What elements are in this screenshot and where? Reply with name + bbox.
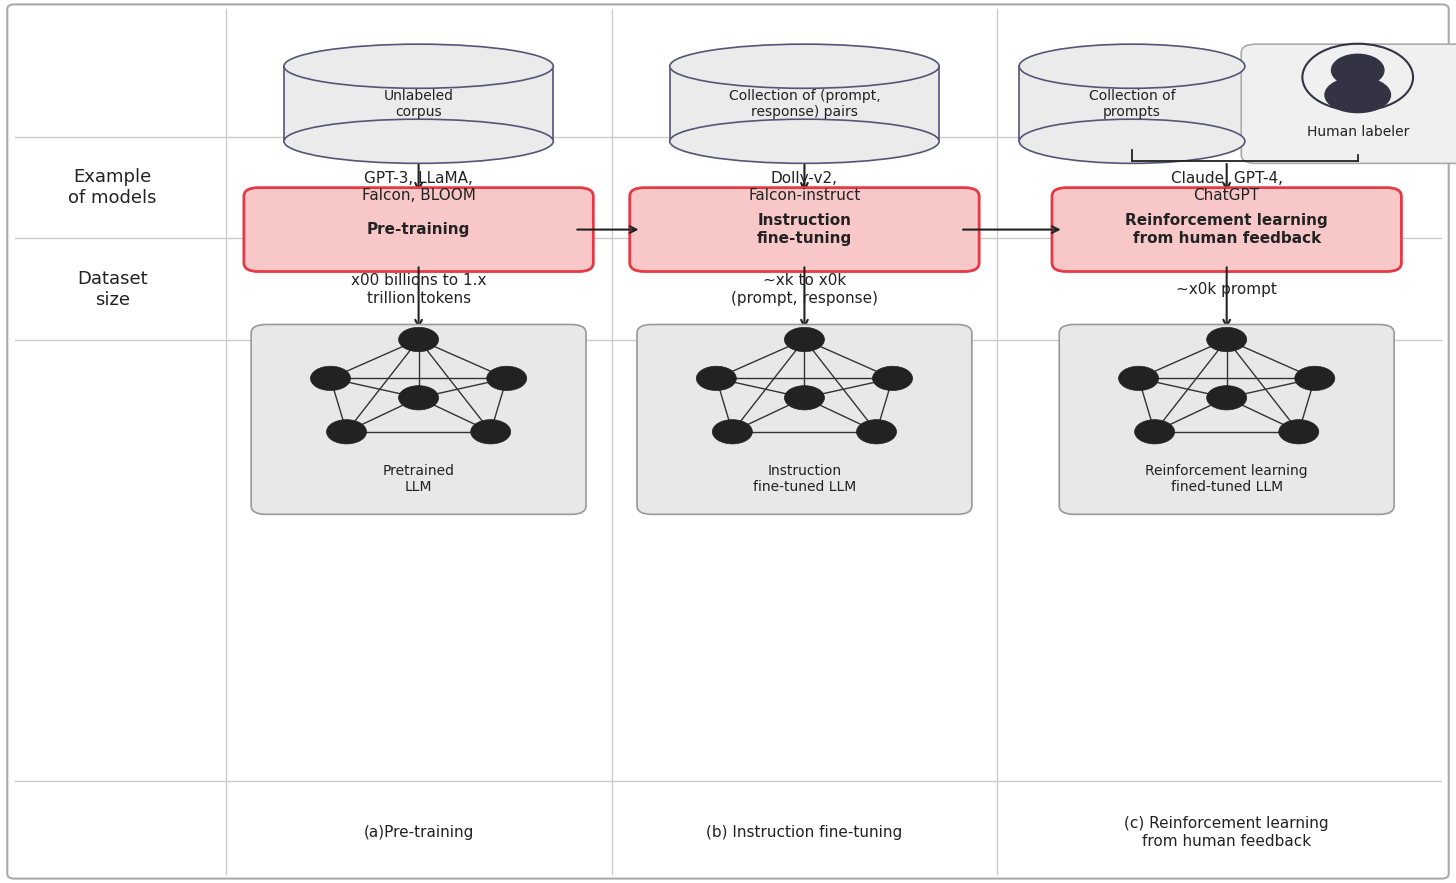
Text: Dolly-v2,
Falcon-instruct: Dolly-v2, Falcon-instruct [748,171,860,203]
Circle shape [486,366,527,390]
Text: Reinforcement learning
fined-tuned LLM: Reinforcement learning fined-tuned LLM [1146,464,1307,494]
Text: ~x0k prompt: ~x0k prompt [1176,283,1277,297]
Circle shape [399,386,438,410]
Circle shape [399,328,438,351]
Circle shape [696,366,737,390]
Ellipse shape [1019,44,1245,88]
Text: Unlabeled
corpus: Unlabeled corpus [383,88,454,119]
Text: Collection of (prompt,
response) pairs: Collection of (prompt, response) pairs [728,88,881,119]
Text: (a)Pre-training: (a)Pre-training [364,826,473,840]
Circle shape [1207,328,1246,351]
Text: Instruction
fine-tuning: Instruction fine-tuning [757,214,852,245]
Ellipse shape [284,44,553,88]
Circle shape [712,419,753,444]
Ellipse shape [284,119,553,163]
Text: GPT-3, LLaMA,
Falcon, BLOOM: GPT-3, LLaMA, Falcon, BLOOM [361,171,476,203]
Text: Human labeler: Human labeler [1306,125,1409,140]
FancyBboxPatch shape [284,66,553,141]
Circle shape [1278,419,1319,444]
Circle shape [1294,366,1335,390]
Circle shape [785,386,824,410]
FancyBboxPatch shape [1059,325,1395,514]
FancyBboxPatch shape [629,188,978,272]
Text: ~xk to x0k
(prompt, response): ~xk to x0k (prompt, response) [731,274,878,306]
Text: Example
of models: Example of models [68,168,156,207]
FancyBboxPatch shape [250,325,585,514]
Circle shape [470,419,511,444]
Text: (c) Reinforcement learning
from human feedback: (c) Reinforcement learning from human fe… [1124,817,1329,849]
Ellipse shape [670,119,939,163]
Circle shape [785,328,824,351]
Circle shape [1207,386,1246,410]
Circle shape [872,366,913,390]
Text: Dataset
size: Dataset size [77,270,147,309]
Circle shape [1134,419,1175,444]
Text: Claude, GPT-4,
ChatGPT: Claude, GPT-4, ChatGPT [1171,171,1283,203]
FancyBboxPatch shape [1019,66,1245,141]
Circle shape [326,419,367,444]
Circle shape [1118,366,1159,390]
Text: Instruction
fine-tuned LLM: Instruction fine-tuned LLM [753,464,856,494]
Circle shape [856,419,897,444]
Ellipse shape [670,44,939,88]
FancyBboxPatch shape [7,4,1449,879]
Text: x00 billions to 1.x
trillion tokens: x00 billions to 1.x trillion tokens [351,274,486,306]
Text: Reinforcement learning
from human feedback: Reinforcement learning from human feedba… [1125,214,1328,245]
FancyBboxPatch shape [243,188,593,272]
Circle shape [310,366,351,390]
Text: Collection of
prompts: Collection of prompts [1089,88,1175,119]
Ellipse shape [1325,77,1390,112]
Circle shape [1331,54,1383,86]
FancyBboxPatch shape [1051,188,1401,272]
Ellipse shape [1019,119,1245,163]
FancyBboxPatch shape [636,325,971,514]
Text: Pre-training: Pre-training [367,223,470,237]
Text: Pretrained
LLM: Pretrained LLM [383,464,454,494]
FancyBboxPatch shape [670,66,939,141]
Text: (b) Instruction fine-tuning: (b) Instruction fine-tuning [706,826,903,840]
FancyBboxPatch shape [1241,44,1456,163]
